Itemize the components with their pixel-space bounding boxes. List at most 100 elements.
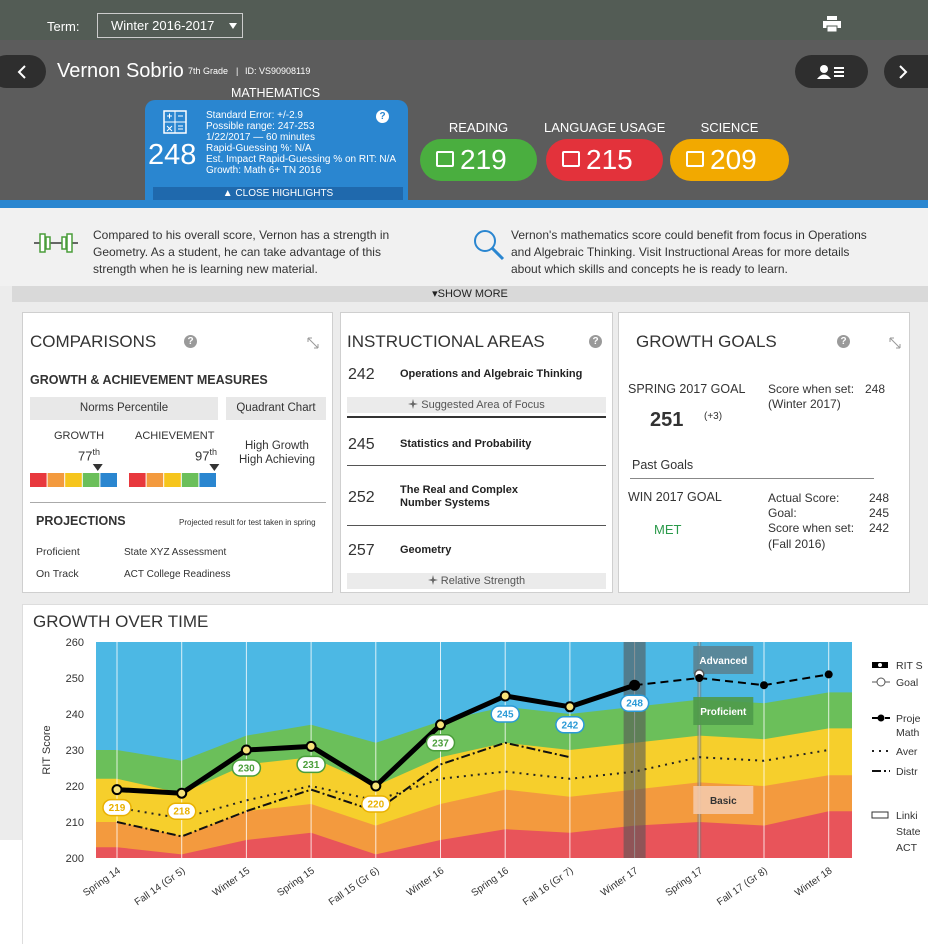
next-term-column <box>697 642 702 858</box>
point-label: 231 <box>303 760 320 771</box>
math-detail: Growth: Math 6+ TN 2016 <box>206 165 322 176</box>
x-tick-label: Fall 14 (Gr 5) <box>133 865 188 908</box>
past-row-value: 245 <box>869 506 890 520</box>
highlight-text: Compared to his overall score, Vernon ha… <box>93 228 390 276</box>
y-tick-label: 260 <box>66 637 84 649</box>
area-score: 252 <box>348 489 375 506</box>
help-icon[interactable]: ? <box>184 335 197 348</box>
arrow <box>899 65 908 79</box>
path <box>899 65 908 79</box>
expand-icon[interactable] <box>889 337 901 349</box>
projection-test: State XYZ Assessment <box>124 547 227 558</box>
area-name: Operations and Algebraic Thinking <box>400 368 583 380</box>
legend-label: Goal <box>896 677 918 689</box>
expand-icon[interactable] <box>307 337 319 349</box>
goal-label: SPRING 2017 GOAL <box>628 382 746 396</box>
goal-value: 251 <box>650 409 684 431</box>
legend-marker <box>876 677 886 687</box>
point-label: 245 <box>497 710 514 721</box>
area-score: 257 <box>348 542 375 559</box>
point-label-box <box>425 734 456 752</box>
next-button[interactable] <box>884 55 928 88</box>
x-tick-label: Winter 18 <box>793 865 835 899</box>
point <box>111 784 123 796</box>
tab[interactable]: Quadrant Chart <box>226 397 326 420</box>
highlights <box>0 208 928 286</box>
point-label: 220 <box>367 800 384 811</box>
area-name: Number Systems <box>400 497 490 509</box>
term-select[interactable]: Winter 2016-2017 <box>97 13 243 38</box>
point <box>760 681 768 690</box>
legend-marker <box>877 714 885 722</box>
close-highlights[interactable]: ▲ CLOSE HIGHLIGHTS <box>153 187 403 200</box>
subject-name: SCIENCE <box>700 120 759 135</box>
annotation-box <box>693 786 754 814</box>
percentile-value: 77 <box>78 448 93 464</box>
tab[interactable]: Norms Percentile <box>30 397 218 420</box>
rect <box>61 236 67 250</box>
circle <box>820 65 828 73</box>
area-note: Relative Strength <box>347 573 606 589</box>
goal-change: (+3) <box>704 411 723 422</box>
help-icon[interactable]: ? <box>837 335 850 348</box>
past-row-value: 242 <box>869 521 890 535</box>
point <box>305 740 317 752</box>
prev-button[interactable] <box>0 55 46 88</box>
legend-label: Aver <box>896 746 918 758</box>
math-detail: 1/22/2017 — 60 minutes <box>206 132 315 143</box>
help-icon[interactable]: ? <box>589 335 602 348</box>
rect <box>45 236 51 250</box>
projections-note: Projected result for test taken in sprin… <box>179 518 316 527</box>
point <box>824 670 833 679</box>
subject-pill[interactable]: 219 <box>420 139 537 181</box>
subject-pill[interactable]: 209 <box>670 139 789 181</box>
help-icon[interactable]: ? <box>376 110 389 123</box>
print-icon[interactable] <box>823 16 841 32</box>
top-bar: Term: Winter 2016-2017 <box>0 0 928 40</box>
point-label-box <box>296 755 326 774</box>
growth-label: GROWTH <box>54 430 105 442</box>
percentile-marker <box>209 464 220 471</box>
y-tick-label: 240 <box>66 709 84 721</box>
divider <box>30 502 326 503</box>
rect <box>834 71 844 73</box>
y-tick-label: 230 <box>66 745 84 757</box>
y-axis-label: RIT Score <box>41 725 53 774</box>
annotation-box <box>693 697 754 725</box>
student-id: ID: VS90908119 <box>245 66 311 76</box>
suffix: th <box>209 447 217 457</box>
scale-segment <box>129 473 146 487</box>
area-name: The Real and Complex <box>400 484 518 496</box>
scale-segment <box>65 473 82 487</box>
scale-segment <box>199 473 216 487</box>
magnifier-icon <box>474 230 505 261</box>
x-tick-label: Fall 16 (Gr 7) <box>521 865 576 908</box>
point-label-box <box>231 759 262 777</box>
note-icon <box>427 575 438 585</box>
subject-title: MATHEMATICS <box>231 86 321 100</box>
student-name: Vernon Sobrio <box>57 60 184 82</box>
menu-button[interactable] <box>795 55 868 88</box>
past-title: Past Goals <box>632 458 694 472</box>
separator <box>347 416 606 418</box>
point-label-box <box>102 798 132 817</box>
path <box>408 399 419 409</box>
subject-pill[interactable]: 215 <box>546 139 663 181</box>
rect <box>827 16 837 20</box>
path <box>490 246 505 261</box>
legend-label: Math <box>896 727 920 739</box>
subject-name: LANGUAGE USAGE <box>544 120 666 135</box>
series-line <box>116 741 571 838</box>
show-more[interactable]: ▾SHOW MORE <box>12 286 928 302</box>
scale-segment <box>164 473 181 487</box>
past-row-label: Score when set: <box>768 521 855 535</box>
area-name: Geometry <box>400 544 452 556</box>
separator <box>347 465 606 466</box>
note-text: Relative Strength <box>440 575 526 587</box>
legend-label: ACT <box>896 842 918 854</box>
backdrop <box>0 840 22 944</box>
point <box>370 780 382 792</box>
current-term-column <box>623 642 646 858</box>
legend-label: Linki <box>896 810 918 822</box>
separator <box>347 525 606 526</box>
